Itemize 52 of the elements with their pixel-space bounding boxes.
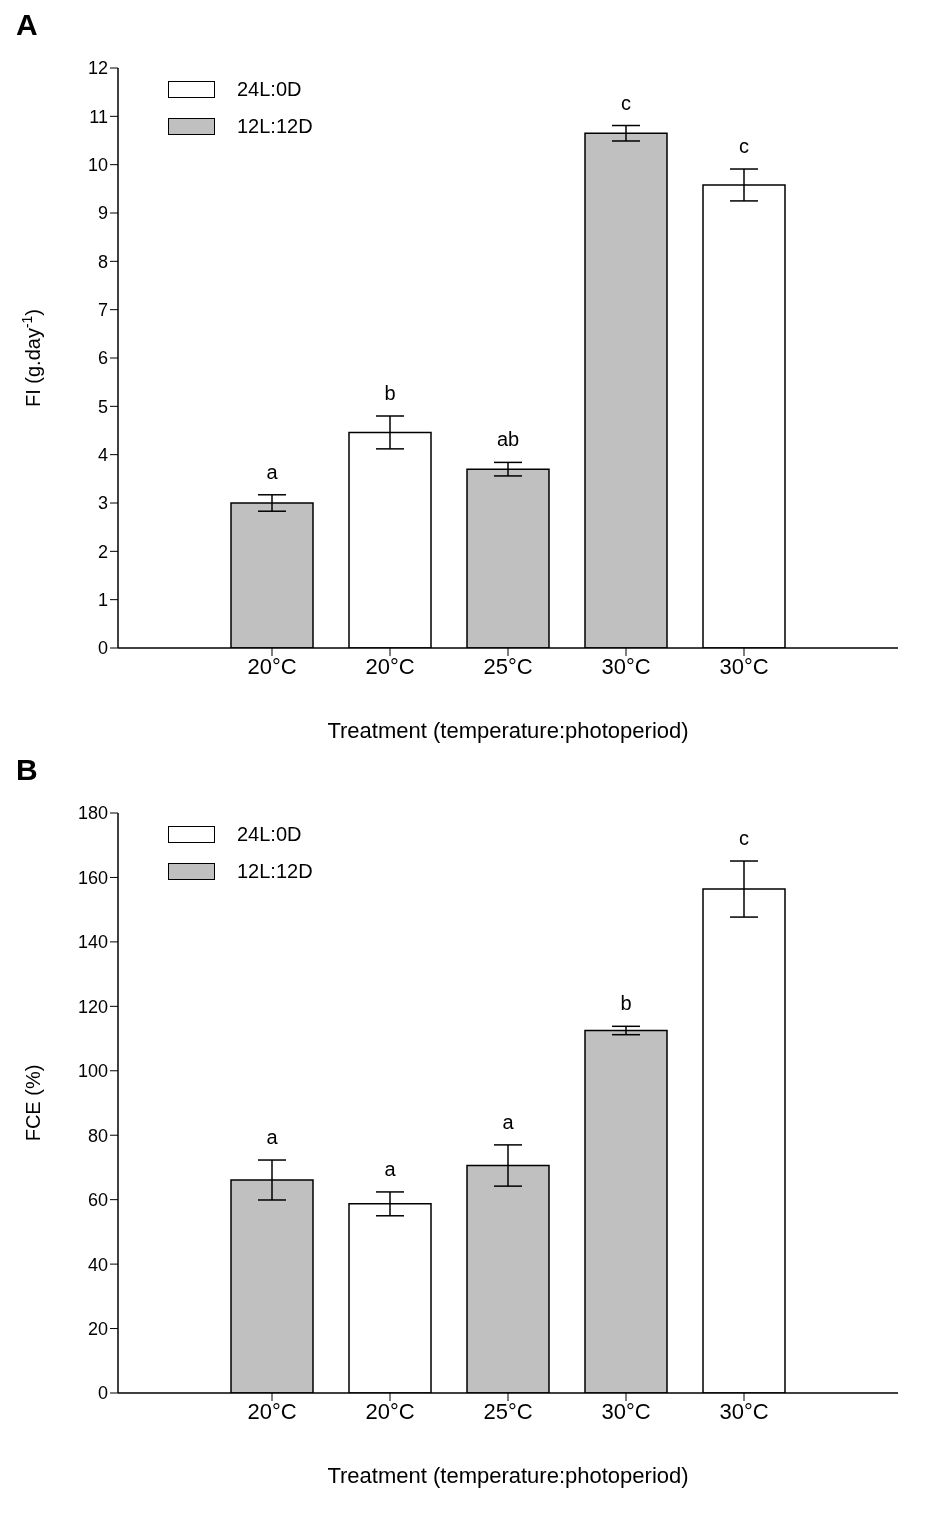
- x-axis-title: Treatment (temperature:photoperiod): [327, 1463, 689, 1488]
- y-tick-label: 0: [97, 1383, 108, 1404]
- x-tick-label: 25°C: [483, 653, 533, 679]
- data-label: b: [620, 992, 632, 1015]
- y-tick-label: 1: [97, 590, 108, 611]
- x-tick-label: 20°C: [247, 1398, 297, 1424]
- data-label: c: [621, 91, 631, 114]
- y-tick-label: 10: [87, 155, 108, 176]
- chart-title: A: [16, 8, 38, 42]
- y-tick-label: 4: [97, 445, 108, 466]
- y-tick-label: 120: [77, 996, 108, 1017]
- y-tick-label: 11: [89, 106, 108, 127]
- y-tick-label: 9: [97, 203, 108, 224]
- y-tick-label: 40: [87, 1254, 108, 1275]
- x-tick-label: 25°C: [483, 1398, 533, 1424]
- legend-label: 24L:0D: [237, 78, 302, 101]
- legend-label: 12L:12D: [237, 115, 313, 138]
- x-tick-label: 20°C: [365, 1398, 415, 1424]
- x-tick-label: 30°C: [719, 1398, 769, 1424]
- legend-label: 24L:0D: [237, 823, 302, 846]
- legend-label: 12L:12D: [237, 860, 313, 883]
- x-tick-label: 20°C: [365, 653, 415, 679]
- data-label: a: [266, 460, 279, 483]
- y-tick-label: 6: [97, 348, 108, 369]
- x-tick-label: 30°C: [601, 653, 651, 679]
- data-label: a: [502, 1110, 515, 1133]
- data-label: ab: [496, 428, 520, 451]
- y-tick-label: 100: [77, 1061, 108, 1082]
- y-tick-label: 8: [97, 251, 108, 272]
- y-tick-label: 7: [97, 300, 108, 321]
- y-tick-label: 60: [87, 1190, 108, 1211]
- y-tick-label: 180: [77, 803, 108, 824]
- y-tick-label: 160: [77, 867, 108, 888]
- y-tick-label: 3: [97, 493, 108, 514]
- data-label: b: [384, 382, 396, 404]
- data-label: a: [266, 1126, 279, 1149]
- data-label: a: [384, 1157, 397, 1180]
- y-tick-label: 0: [97, 638, 108, 659]
- y-tick-label: 140: [77, 932, 108, 953]
- y-tick-label: 12: [87, 58, 108, 79]
- x-tick-label: 30°C: [719, 653, 769, 679]
- chart-title: B: [16, 753, 38, 787]
- y-tick-label: 2: [97, 541, 108, 562]
- y-tick-label: 5: [97, 396, 108, 417]
- data-label: c: [739, 135, 749, 158]
- y-tick-label: 80: [87, 1125, 108, 1146]
- x-tick-label: 20°C: [247, 653, 297, 679]
- x-tick-label: 30°C: [601, 1398, 651, 1424]
- y-tick-label: 20: [87, 1318, 108, 1339]
- x-axis-title: Treatment (temperature:photoperiod): [327, 718, 689, 743]
- y-axis-title: FCE (%): [22, 1064, 44, 1142]
- data-label: c: [739, 827, 749, 850]
